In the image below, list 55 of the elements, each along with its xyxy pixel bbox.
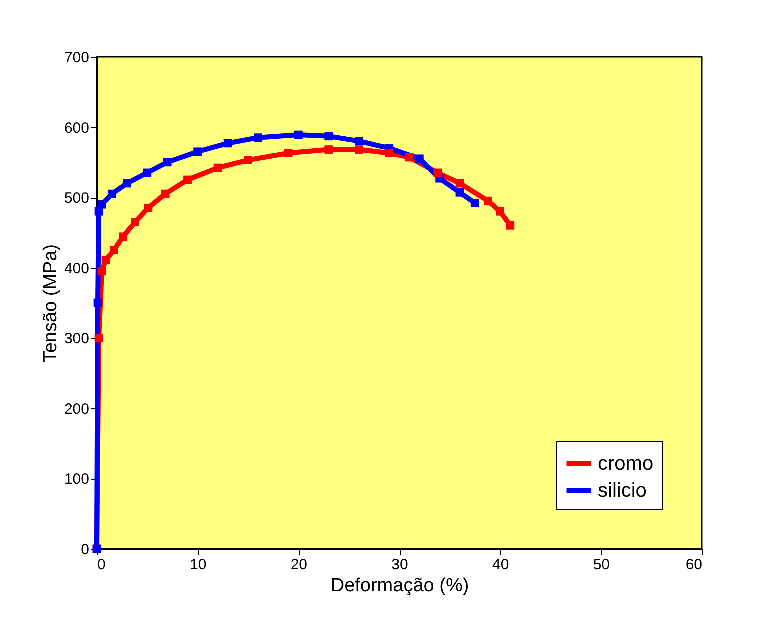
legend-label: silicio bbox=[598, 480, 647, 502]
point bbox=[184, 176, 192, 184]
y-tick-label: 200 bbox=[64, 400, 90, 418]
point bbox=[102, 256, 110, 264]
point bbox=[456, 188, 464, 197]
x-tick-label: 10 bbox=[190, 556, 207, 574]
point bbox=[214, 164, 222, 172]
point bbox=[470, 199, 480, 208]
point bbox=[506, 222, 515, 230]
point bbox=[161, 190, 170, 198]
point bbox=[354, 137, 364, 146]
point bbox=[496, 207, 505, 216]
point bbox=[415, 154, 424, 164]
point bbox=[456, 179, 464, 188]
point bbox=[108, 190, 116, 198]
point bbox=[254, 134, 263, 142]
point bbox=[224, 139, 232, 148]
x-tick-label: 0 bbox=[98, 556, 106, 574]
point bbox=[94, 334, 104, 342]
point bbox=[324, 132, 334, 141]
x-axis-title: Deformação (%) bbox=[330, 576, 470, 596]
point bbox=[294, 130, 303, 140]
x-tick-label: 60 bbox=[686, 556, 702, 574]
point bbox=[131, 218, 140, 226]
point bbox=[484, 196, 492, 206]
point bbox=[354, 146, 364, 154]
point bbox=[110, 246, 118, 254]
y-tick-label: 600 bbox=[64, 120, 90, 137]
point bbox=[385, 149, 394, 158]
x-tick-label: 20 bbox=[290, 556, 308, 574]
point bbox=[434, 168, 442, 178]
point bbox=[144, 204, 153, 212]
point bbox=[94, 298, 102, 308]
y-tick-label: 500 bbox=[64, 190, 90, 208]
point bbox=[405, 153, 414, 162]
point bbox=[194, 148, 202, 156]
x-tick-label: 30 bbox=[392, 556, 408, 574]
point bbox=[163, 158, 172, 167]
point bbox=[123, 179, 132, 188]
point bbox=[143, 168, 152, 178]
point bbox=[98, 267, 106, 276]
y-tick-label: 100 bbox=[64, 471, 90, 488]
x-tick-label: 50 bbox=[593, 556, 610, 574]
legend-label: cromo bbox=[598, 453, 654, 475]
y-tick-label: 300 bbox=[64, 330, 90, 348]
x-tick-label: 40 bbox=[492, 556, 510, 574]
y-axis-title: Tensão (MPa) bbox=[40, 244, 62, 363]
point bbox=[119, 232, 128, 242]
y-tick-label: 400 bbox=[64, 260, 90, 278]
point bbox=[98, 200, 106, 209]
y-tick-label: 700 bbox=[64, 50, 90, 66]
point bbox=[244, 156, 252, 165]
point bbox=[284, 149, 293, 158]
y-tick-label: 0 bbox=[81, 542, 90, 558]
point bbox=[324, 146, 334, 154]
